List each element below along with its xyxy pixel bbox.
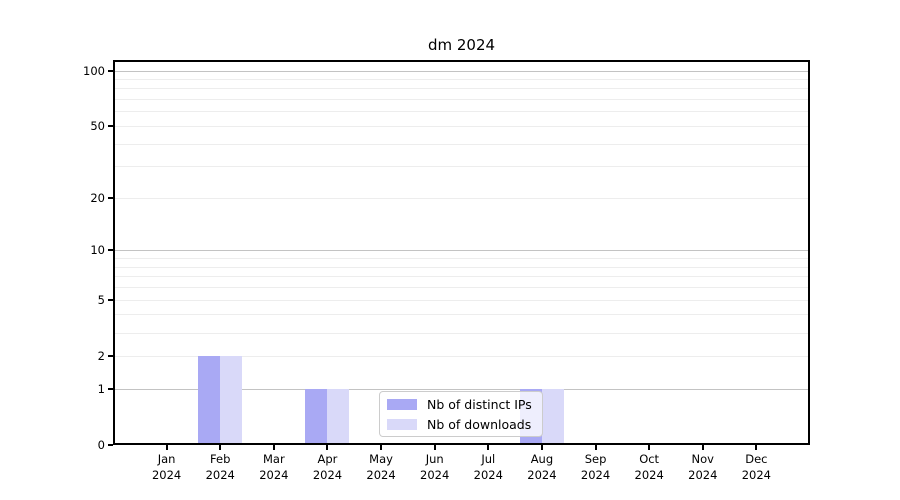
minor-gridline [113, 166, 810, 168]
minor-gridline [113, 258, 810, 260]
minor-gridline [113, 314, 810, 316]
plot-area [113, 60, 810, 445]
bar-nb-of-distinct-ips [305, 388, 328, 443]
legend-swatch [387, 418, 417, 430]
y-tick-label: 20 [90, 190, 105, 205]
y-tick-label: 10 [90, 243, 105, 258]
x-tick [594, 445, 597, 450]
minor-gridline [113, 332, 810, 334]
x-tick [487, 445, 490, 450]
x-tick-label: Mar 2024 [259, 452, 289, 482]
bar-nb-of-downloads [220, 355, 243, 443]
minor-gridline [113, 197, 810, 199]
minor-gridline [113, 287, 810, 289]
x-tick-label: Nov 2024 [688, 452, 718, 482]
legend: Nb of distinct IPs Nb of downloads [379, 391, 543, 437]
minor-gridline [113, 88, 810, 90]
bar-nb-of-downloads [327, 388, 350, 443]
legend-swatch [387, 398, 417, 410]
x-tick [701, 445, 704, 450]
x-tick-label: Dec 2024 [741, 452, 772, 482]
x-tick-label: Jul 2024 [473, 452, 503, 482]
bar-nb-of-downloads [541, 388, 564, 443]
y-tick-label: 100 [83, 63, 105, 78]
bottom-spine [113, 443, 810, 445]
legend-row: Nb of distinct IPs [387, 396, 535, 412]
x-tick-label: Jan 2024 [151, 452, 182, 482]
major-gridline [113, 388, 810, 390]
minor-gridline [113, 266, 810, 268]
y-tick [108, 69, 113, 72]
x-tick-label: Aug 2024 [527, 452, 557, 482]
right-spine [808, 60, 810, 445]
x-tick [540, 445, 543, 450]
x-tick [219, 445, 222, 450]
y-tick [108, 196, 113, 199]
legend-row: Nb of downloads [387, 416, 535, 432]
minor-gridline [113, 355, 810, 357]
minor-gridline [113, 299, 810, 301]
x-tick [380, 445, 383, 450]
x-tick-label: Sep 2024 [580, 452, 611, 482]
top-spine [113, 60, 810, 62]
minor-gridline [113, 78, 810, 80]
x-tick-label: May 2024 [366, 452, 396, 482]
x-tick [755, 445, 758, 450]
y-tick [108, 354, 113, 357]
x-tick [433, 445, 436, 450]
x-tick-label: Feb 2024 [205, 452, 235, 482]
x-tick [272, 445, 275, 450]
minor-gridline [113, 111, 810, 113]
y-tick [108, 298, 113, 301]
chart-title: dm 2024 [427, 36, 496, 54]
x-tick [165, 445, 168, 450]
legend-label: Nb of downloads [427, 416, 532, 432]
y-tick-label: 1 [97, 381, 105, 396]
y-tick-label: 50 [90, 118, 105, 133]
x-tick-label: Apr 2024 [312, 452, 343, 482]
y-tick-label: 2 [97, 348, 105, 363]
y-tick [108, 444, 113, 446]
minor-gridline [113, 99, 810, 101]
x-tick-label: Oct 2024 [634, 452, 664, 482]
y-tick-label: 0 [97, 438, 105, 452]
y-tick [108, 249, 113, 252]
y-tick [108, 124, 113, 127]
minor-gridline [113, 276, 810, 278]
legend-label: Nb of distinct IPs [427, 396, 532, 412]
y-tick-label: 5 [97, 292, 105, 307]
x-tick-label: Jun 2024 [420, 452, 450, 482]
minor-gridline [113, 143, 810, 145]
left-spine [113, 60, 115, 445]
bar-nb-of-distinct-ips [198, 355, 221, 443]
major-gridline [113, 250, 810, 252]
major-gridline [113, 70, 810, 72]
minor-gridline [113, 125, 810, 127]
x-tick [326, 445, 329, 450]
y-tick [108, 387, 113, 390]
x-tick [648, 445, 651, 450]
